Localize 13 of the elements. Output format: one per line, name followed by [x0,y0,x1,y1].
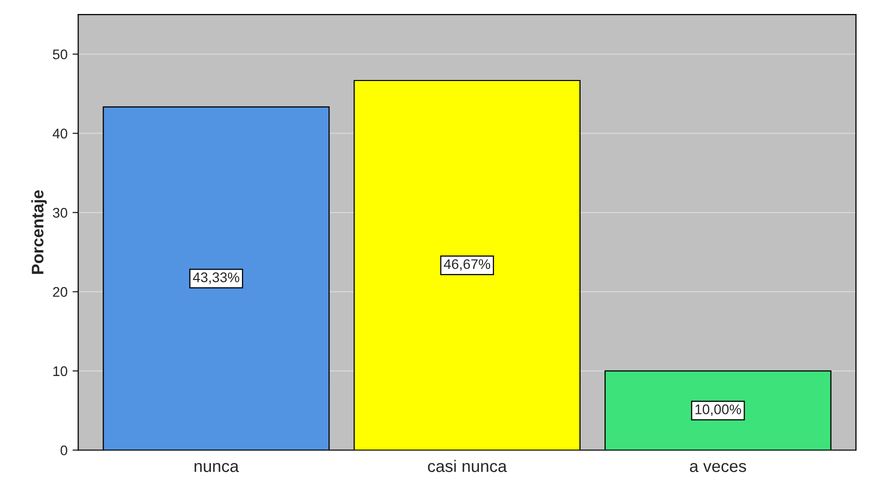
data-label: 46,67% [444,259,490,271]
x-tick-label: nunca [194,462,239,472]
x-tick-label: casi nunca [428,460,507,472]
y-tick-label: 50 [52,49,68,60]
data-label: 10,00% [695,404,742,416]
y-tick-label: 10 [53,366,68,376]
y-axis-title: Porcentaje [31,190,47,274]
data-label: 43,33% [192,272,240,284]
y-tick-label: 40 [52,128,68,138]
y-tick-label: 0 [60,445,68,456]
y-tick-label: 20 [53,287,68,297]
x-tick-label: a veces [690,462,746,472]
y-tick-label: 30 [52,208,68,218]
